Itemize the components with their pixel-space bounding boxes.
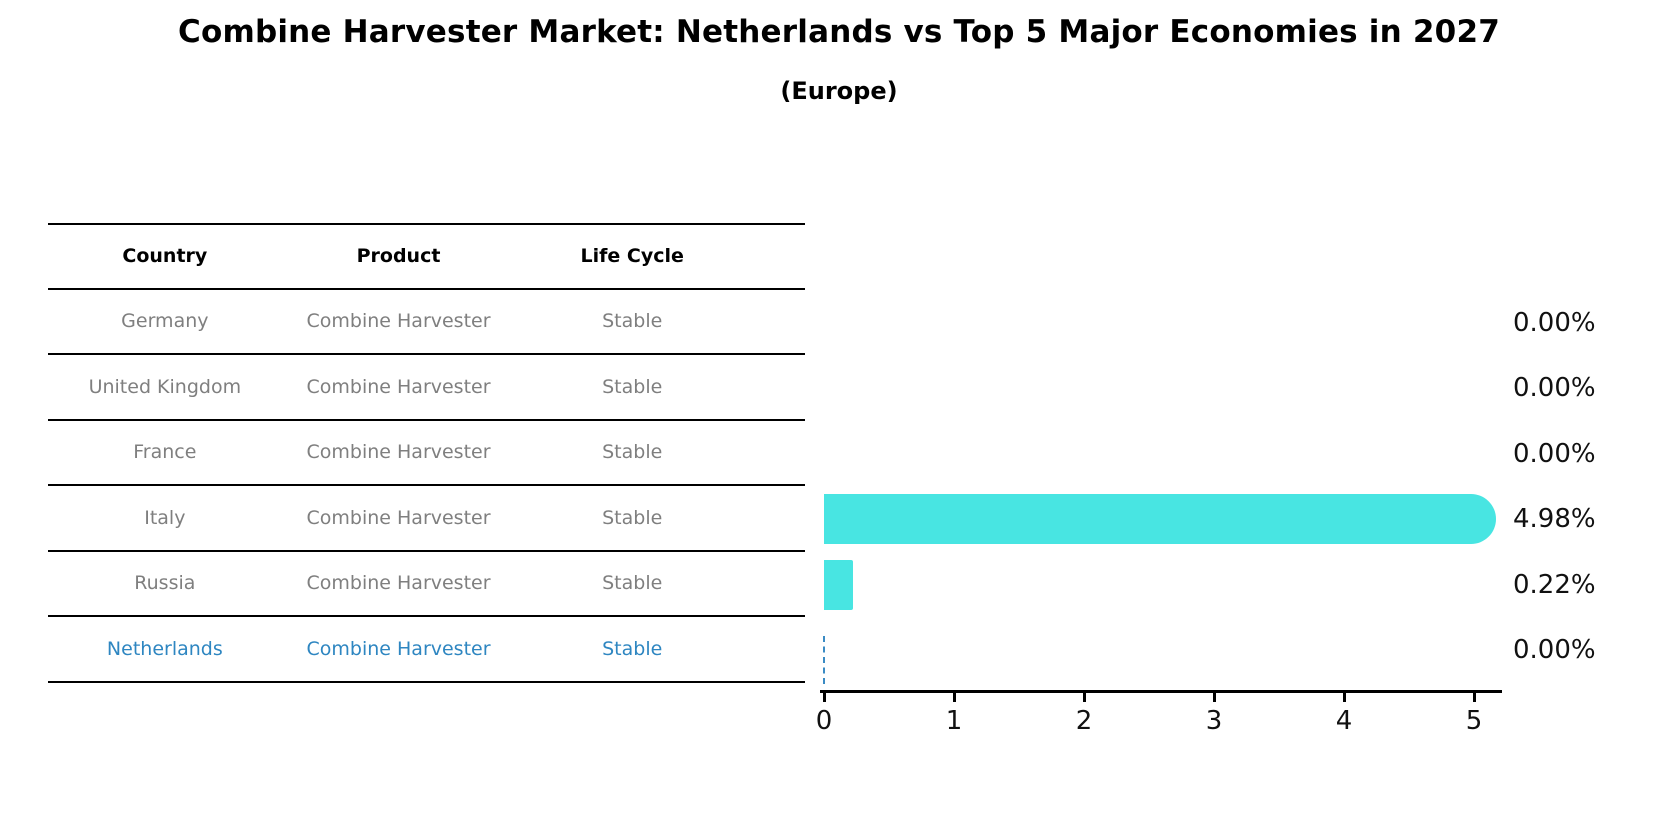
table-row-russia: Russia Combine Harvester Stable xyxy=(48,552,805,617)
value-label-germany: 0.00% xyxy=(1513,307,1596,338)
chart-title: Combine Harvester Market: Netherlands vs… xyxy=(178,14,1500,50)
cell-product: Combine Harvester xyxy=(306,506,491,529)
x-tick-label-5: 5 xyxy=(1465,706,1483,736)
x-tick-label-0: 0 xyxy=(815,706,833,736)
x-axis xyxy=(820,690,1502,693)
table-row-italy: Italy Combine Harvester Stable xyxy=(48,486,805,552)
x-tick-2 xyxy=(1083,692,1086,702)
cell-life-cycle: Stable xyxy=(602,310,663,333)
table-row-united-kingdom: United Kingdom Combine Harvester Stable xyxy=(48,355,805,421)
table-header-row: Country Product Life Cycle xyxy=(48,223,805,290)
comparison-table: Country Product Life Cycle Germany Combi… xyxy=(48,223,805,683)
column-header-life-cycle: Life Cycle xyxy=(580,245,684,268)
table-row-france: France Combine Harvester Stable xyxy=(48,421,805,486)
netherlands-marker-line xyxy=(823,636,825,685)
cell-country: France xyxy=(133,441,197,464)
x-tick-label-3: 3 xyxy=(1205,706,1223,736)
value-label-italy: 4.98% xyxy=(1513,504,1596,535)
cell-product: Combine Harvester xyxy=(306,441,491,464)
bar-italy xyxy=(824,494,1497,545)
x-tick-label-1: 1 xyxy=(945,706,963,736)
x-tick-0 xyxy=(823,692,826,702)
table-row-germany: Germany Combine Harvester Stable xyxy=(48,290,805,355)
x-tick-label-2: 2 xyxy=(1075,706,1093,736)
cell-country: United Kingdom xyxy=(88,375,242,398)
cell-country: Netherlands xyxy=(106,637,223,660)
x-tick-5 xyxy=(1473,692,1476,702)
cell-life-cycle: Stable xyxy=(602,441,663,464)
chart-subtitle: (Europe) xyxy=(780,77,898,105)
column-header-country: Country xyxy=(122,245,208,268)
value-label-russia: 0.22% xyxy=(1513,569,1596,600)
cell-life-cycle: Stable xyxy=(602,506,663,529)
cell-country: Germany xyxy=(121,310,209,333)
cell-life-cycle: Stable xyxy=(602,572,663,595)
cell-product: Combine Harvester xyxy=(306,375,491,398)
cell-life-cycle: Stable xyxy=(602,637,663,660)
value-label-united-kingdom: 0.00% xyxy=(1513,373,1596,404)
x-tick-1 xyxy=(953,692,956,702)
table-row-netherlands: Netherlands Combine Harvester Stable xyxy=(48,617,805,683)
x-tick-4 xyxy=(1343,692,1346,702)
value-label-netherlands: 0.00% xyxy=(1513,635,1596,666)
cell-product: Combine Harvester xyxy=(306,310,491,333)
cell-country: Italy xyxy=(144,506,186,529)
cell-country: Russia xyxy=(134,572,196,595)
cell-product: Combine Harvester xyxy=(306,572,491,595)
column-header-product: Product xyxy=(356,245,441,268)
value-label-france: 0.00% xyxy=(1513,438,1596,469)
x-tick-label-4: 4 xyxy=(1335,706,1353,736)
bar-russia xyxy=(824,559,853,610)
x-tick-3 xyxy=(1213,692,1216,702)
cell-life-cycle: Stable xyxy=(602,375,663,398)
cell-product: Combine Harvester xyxy=(306,637,491,660)
